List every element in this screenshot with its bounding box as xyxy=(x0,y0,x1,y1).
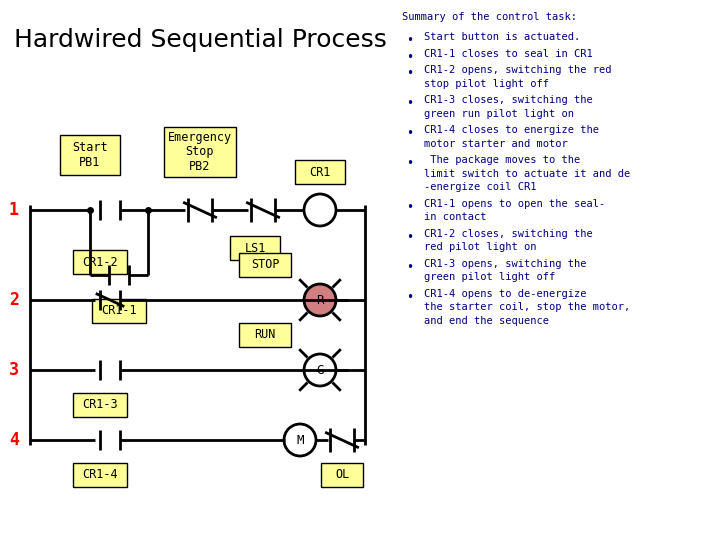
Text: •: • xyxy=(406,261,413,274)
Text: the starter coil, stop the motor,: the starter coil, stop the motor, xyxy=(424,302,630,312)
Text: •: • xyxy=(406,201,413,214)
Text: CR1-1 opens to open the seal-: CR1-1 opens to open the seal- xyxy=(424,199,606,209)
Text: motor starter and motor: motor starter and motor xyxy=(424,139,568,148)
Text: 1: 1 xyxy=(9,201,19,219)
Text: •: • xyxy=(406,34,413,47)
Text: •: • xyxy=(406,291,413,303)
Text: CR1-2 closes, switching the: CR1-2 closes, switching the xyxy=(424,229,593,239)
Text: Start
PB1: Start PB1 xyxy=(72,141,108,169)
Text: CR1-1 closes to seal in CR1: CR1-1 closes to seal in CR1 xyxy=(424,49,593,59)
FancyBboxPatch shape xyxy=(295,160,345,184)
Text: green pilot light off: green pilot light off xyxy=(424,272,555,282)
Text: R: R xyxy=(316,294,324,307)
Text: red pilot light on: red pilot light on xyxy=(424,242,536,252)
Text: CR1-4: CR1-4 xyxy=(82,469,118,482)
Text: limit switch to actuate it and de: limit switch to actuate it and de xyxy=(424,168,630,179)
Text: OL: OL xyxy=(335,469,349,482)
Text: The package moves to the: The package moves to the xyxy=(424,156,580,165)
FancyBboxPatch shape xyxy=(92,299,146,323)
Text: G: G xyxy=(316,363,324,376)
Text: Summary of the control task:: Summary of the control task: xyxy=(402,12,577,22)
Text: CR1-3: CR1-3 xyxy=(82,399,118,411)
Text: Start button is actuated.: Start button is actuated. xyxy=(424,32,580,42)
FancyBboxPatch shape xyxy=(239,253,291,277)
Text: •: • xyxy=(406,68,413,80)
Text: and end the sequence: and end the sequence xyxy=(424,316,549,326)
FancyBboxPatch shape xyxy=(239,323,291,347)
Text: -energize coil CR1: -energize coil CR1 xyxy=(424,183,536,192)
Text: 4: 4 xyxy=(9,431,19,449)
Text: •: • xyxy=(406,157,413,170)
Text: Hardwired Sequential Process: Hardwired Sequential Process xyxy=(14,28,387,52)
FancyBboxPatch shape xyxy=(230,236,280,260)
Text: CR1-2: CR1-2 xyxy=(82,255,118,268)
Text: •: • xyxy=(406,51,413,64)
Text: •: • xyxy=(406,97,413,110)
Text: 2: 2 xyxy=(9,291,19,309)
Text: CR1-3 opens, switching the: CR1-3 opens, switching the xyxy=(424,259,587,269)
Text: 3: 3 xyxy=(9,361,19,379)
Text: RUN: RUN xyxy=(254,328,276,341)
FancyBboxPatch shape xyxy=(60,135,120,175)
FancyBboxPatch shape xyxy=(73,393,127,417)
FancyBboxPatch shape xyxy=(73,250,127,274)
Text: •: • xyxy=(406,127,413,140)
Text: CR1-4 opens to de-energize: CR1-4 opens to de-energize xyxy=(424,289,587,299)
Text: M: M xyxy=(296,434,304,447)
FancyBboxPatch shape xyxy=(73,463,127,487)
FancyBboxPatch shape xyxy=(321,463,363,487)
Circle shape xyxy=(304,354,336,386)
Text: STOP: STOP xyxy=(251,259,279,272)
Text: CR1-2 opens, switching the red: CR1-2 opens, switching the red xyxy=(424,65,611,75)
Text: green run pilot light on: green run pilot light on xyxy=(424,109,574,119)
FancyBboxPatch shape xyxy=(164,127,236,177)
Text: CR1-1: CR1-1 xyxy=(102,305,137,318)
Text: CR1-3 closes, switching the: CR1-3 closes, switching the xyxy=(424,95,593,105)
Text: CR1: CR1 xyxy=(310,165,330,179)
Text: in contact: in contact xyxy=(424,212,487,222)
Text: CR1-4 closes to energize the: CR1-4 closes to energize the xyxy=(424,125,599,135)
Text: stop pilot light off: stop pilot light off xyxy=(424,79,549,89)
Text: Emergency
Stop
PB2: Emergency Stop PB2 xyxy=(168,131,232,173)
Text: LS1: LS1 xyxy=(244,241,266,254)
Circle shape xyxy=(304,284,336,316)
Text: •: • xyxy=(406,231,413,244)
